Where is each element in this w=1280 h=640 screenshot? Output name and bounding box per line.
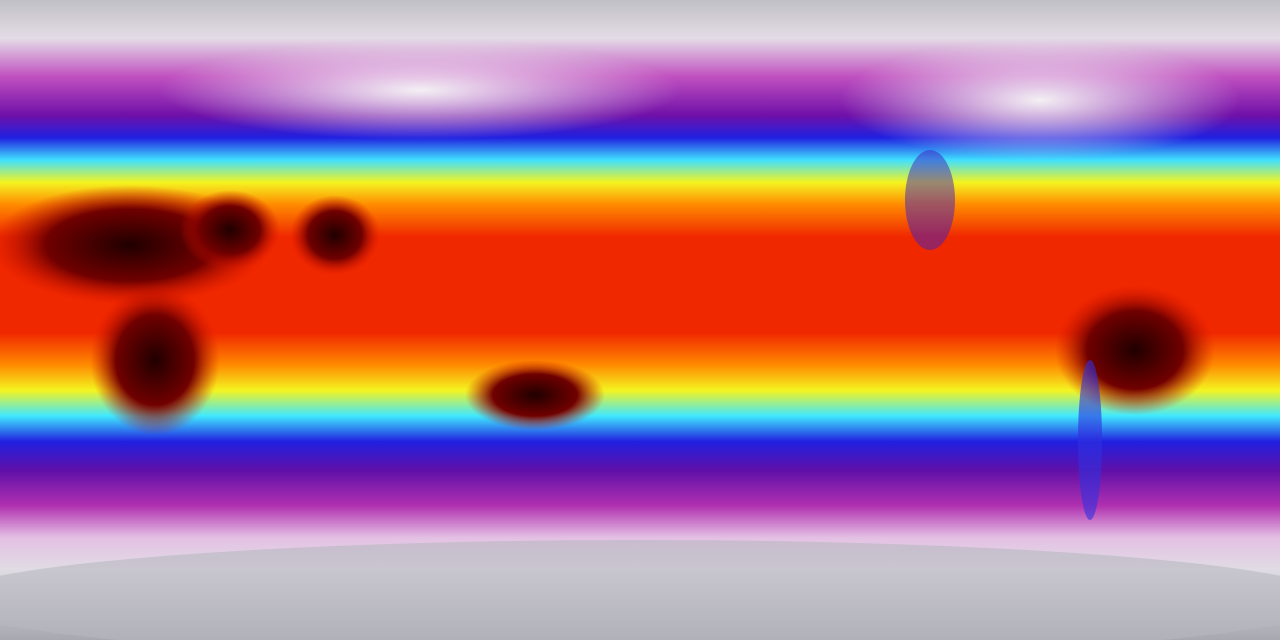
- africa-south-hot-region: [90, 285, 220, 435]
- south-america-hot-region: [1055, 285, 1215, 415]
- siberia-cold-region: [160, 40, 680, 140]
- india-hot-region: [290, 195, 380, 275]
- australia-hot-region: [465, 360, 605, 430]
- andes-cold-strip: [1078, 360, 1102, 520]
- north-america-cold-region: [840, 40, 1240, 160]
- rockies-cold-strip: [905, 150, 955, 250]
- arabia-hot-region: [180, 190, 280, 270]
- antarctica-cold-region: [0, 540, 1280, 640]
